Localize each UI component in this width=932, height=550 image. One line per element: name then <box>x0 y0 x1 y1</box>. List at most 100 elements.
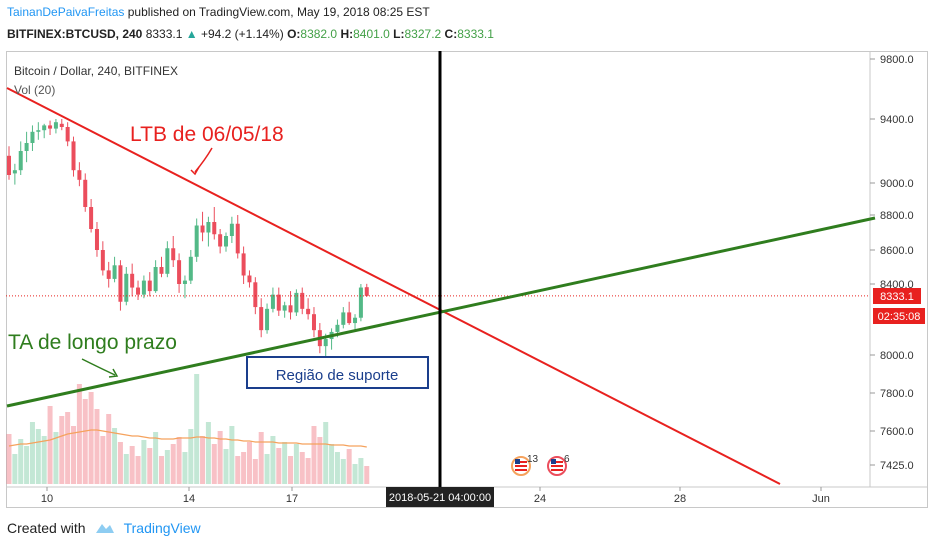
countdown-tag-text: 02:35:08 <box>878 311 921 323</box>
ltb-annotation[interactable]: LTB de 06/05/18 <box>130 123 284 146</box>
price-tick-label: 8800.0 <box>880 210 914 222</box>
author-link[interactable]: TainanDePaivaFreitas <box>7 5 125 19</box>
volume-bar <box>29 422 35 484</box>
volume-bar <box>311 426 317 484</box>
ltb-trendline[interactable] <box>6 87 781 485</box>
volume-bar <box>65 412 71 484</box>
time-tick-label: 14 <box>183 493 195 505</box>
candle <box>53 119 58 134</box>
candle <box>294 289 299 316</box>
volume-bar <box>364 466 370 484</box>
volume-bar <box>123 454 129 484</box>
candle <box>224 232 229 252</box>
volume-bar <box>82 399 88 484</box>
price-tick-label: 7425.0 <box>880 460 914 472</box>
price-tick-label: 8600.0 <box>880 245 914 257</box>
volume-bar <box>164 450 170 484</box>
candle <box>100 241 105 276</box>
symbol-label: BITFINEX:BTCUSD, 240 <box>7 27 143 41</box>
candle <box>7 146 11 180</box>
created-with-label: Created with <box>7 520 86 536</box>
candle <box>153 260 158 293</box>
volume-bar <box>188 429 194 484</box>
volume-bar <box>340 459 346 484</box>
candle <box>65 122 70 147</box>
tradingview-logo-icon <box>95 524 114 533</box>
volume-bar <box>211 444 217 484</box>
open-label: O: <box>287 27 301 41</box>
event-us-6[interactable]: 6 <box>547 454 570 476</box>
candle <box>329 328 334 350</box>
tradingview-brand-link[interactable]: TradingView <box>123 520 201 536</box>
candle <box>288 291 293 320</box>
volume-bar <box>94 409 100 484</box>
last-price-tag <box>873 288 921 304</box>
volume-ma-line <box>8 429 367 448</box>
legend-volume: Vol (20) <box>14 83 55 97</box>
candle <box>89 199 94 233</box>
volume-bar <box>276 448 282 484</box>
support-box[interactable] <box>246 356 429 389</box>
legend-title: Bitcoin / Dollar, 240, BITFINEX <box>14 64 178 78</box>
volume-bar <box>235 456 241 484</box>
candle <box>188 250 193 284</box>
published-text: published on TradingView.com, May 19, 20… <box>127 5 430 19</box>
candle <box>30 125 35 151</box>
time-tick-label: 28 <box>674 493 686 505</box>
time-tick-label: Jun <box>812 493 830 505</box>
candle <box>177 253 182 293</box>
event-us-13[interactable]: 13 <box>511 454 539 476</box>
low-value: 8327.2 <box>404 27 442 41</box>
close-label: C: <box>444 27 458 41</box>
volume-bar <box>223 449 229 484</box>
candle <box>182 275 187 299</box>
volume-bar <box>229 426 235 484</box>
candle <box>341 307 346 329</box>
volume-bar <box>147 448 153 484</box>
countdown-tag <box>873 308 925 324</box>
volume-bar <box>317 437 323 484</box>
price-tick-label: 9400.0 <box>880 114 914 126</box>
footer: Created with TradingView <box>7 520 201 536</box>
volume-bar <box>305 458 311 484</box>
support-annotation: Região de suporte <box>276 367 399 384</box>
candle <box>235 215 240 259</box>
candle <box>311 307 316 338</box>
volume-bar <box>288 456 294 484</box>
volume-bar <box>106 414 112 484</box>
candle <box>130 263 135 297</box>
volume-bar <box>35 429 41 484</box>
volume-bar <box>299 452 305 484</box>
volume-bar <box>12 454 18 484</box>
volume-bar <box>6 434 12 484</box>
ta-annotation[interactable]: TA de longo prazo <box>8 331 177 354</box>
volume-bar <box>182 452 188 484</box>
high-label: H: <box>340 27 354 41</box>
volume-bar <box>59 416 65 484</box>
candle <box>241 246 246 284</box>
time-axis[interactable]: 10 14 17 24 28 Jun <box>41 487 830 505</box>
crosshair-time-tag <box>386 487 494 507</box>
volume-bar <box>53 432 59 484</box>
candle <box>364 283 369 297</box>
volume-bar <box>293 444 299 484</box>
time-tick-label: 17 <box>286 493 298 505</box>
candle <box>124 267 129 306</box>
change-up-icon: ▲ <box>185 27 198 41</box>
ltb-arrow-icon <box>190 147 213 176</box>
candle <box>353 314 358 331</box>
volume-bar <box>352 464 358 484</box>
candle <box>59 119 64 131</box>
price-axis[interactable]: 9800.09400.09000.08800.08600.08400.08000… <box>870 54 914 472</box>
candle <box>259 298 264 338</box>
price-tick-label: 9800.0 <box>880 54 914 66</box>
candles-layer <box>7 119 369 363</box>
time-tick-label: 10 <box>41 493 53 505</box>
price-tick-label: 7600.0 <box>880 426 914 438</box>
open-value: 8382.0 <box>300 27 338 41</box>
volume-bar <box>153 432 159 484</box>
candle <box>112 256 117 283</box>
candle <box>71 136 76 177</box>
event-count: 13 <box>527 454 539 465</box>
